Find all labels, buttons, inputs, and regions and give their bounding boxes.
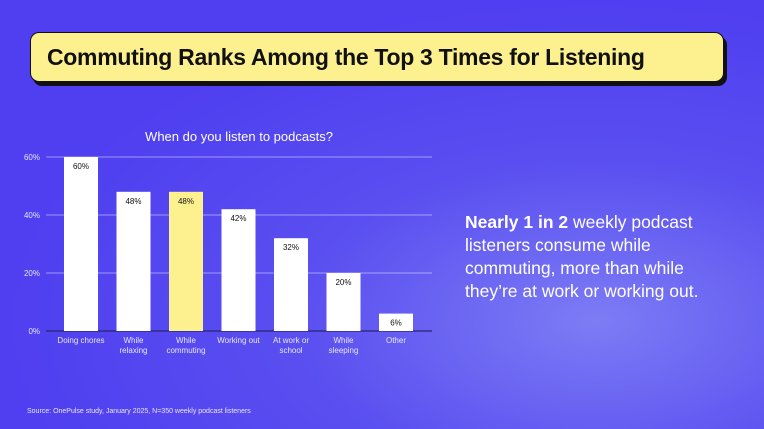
x-tick-label: While [176,336,197,345]
bar [64,157,98,331]
y-tick-label: 40% [24,211,40,220]
x-tick-label: Working out [217,336,260,345]
bar [326,273,361,331]
bar-value-label: 32% [283,243,299,252]
bar [379,313,413,331]
bar-value-label: 6% [390,319,402,328]
title-banner: Commuting Ranks Among the Top 3 Times fo… [30,32,724,82]
bar [221,209,256,331]
x-tick-label: While [123,336,144,345]
bar [169,191,203,331]
y-tick-label: 0% [28,327,40,336]
bar-value-label: 42% [230,214,246,223]
x-tick-label: commuting [166,346,205,355]
x-tick-label: sleeping [329,346,359,355]
x-tick-label: At work or [273,336,309,345]
callout-rest: weekly podcast listeners consume while c… [465,212,699,301]
x-tick-label: Doing chores [57,336,104,345]
bar [116,191,151,331]
x-tick-label: relaxing [119,346,147,355]
bar-value-label: 20% [335,278,351,287]
bar [274,238,308,331]
bar-value-label: 60% [73,162,89,171]
callout-bold: Nearly 1 in 2 [465,212,569,232]
source-note: Source: OnePulse study, January 2025, N=… [27,408,251,415]
bar-value-label: 48% [178,197,194,206]
y-tick-label: 20% [24,269,40,278]
bar-value-label: 48% [125,197,141,206]
chart-title: When do you listen to podcasts? [145,129,333,144]
page-title: Commuting Ranks Among the Top 3 Times fo… [47,44,645,70]
callout-text: Nearly 1 in 2 weekly podcast listeners c… [465,211,735,303]
x-tick-label: school [279,346,302,355]
x-tick-label: Other [386,336,406,345]
x-tick-label: While [333,336,354,345]
y-tick-label: 60% [24,153,40,162]
